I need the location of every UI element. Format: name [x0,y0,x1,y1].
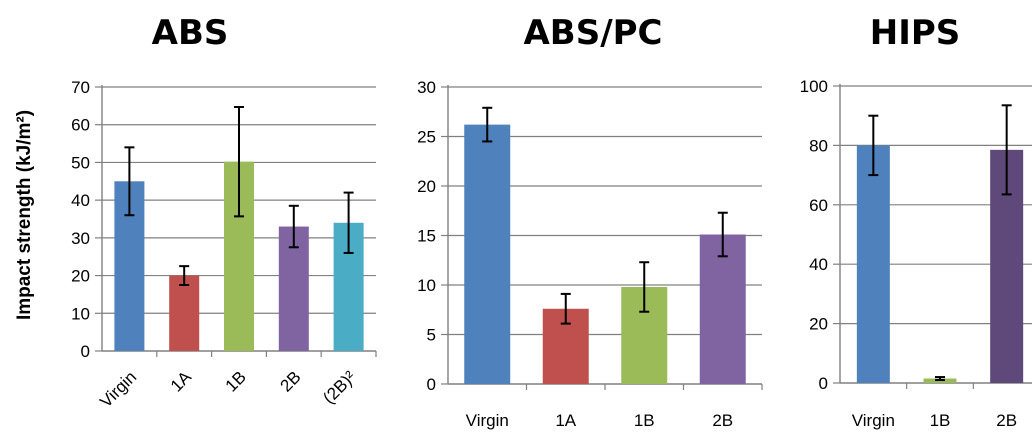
chart-title-abs: ABS [152,13,229,53]
category-label-abs-pc-3: 2B [712,411,733,430]
y-tick-label-abs-1: 10 [71,304,90,323]
y-tick-label-hips-3: 60 [809,196,828,215]
category-label-abs-4: (2B)² [319,367,359,407]
y-tick-label-abs-2: 20 [71,267,90,286]
y-tick-label-abs-4: 40 [71,191,90,210]
category-label-abs-3: 2B [276,367,304,395]
y-tick-label-abs-pc-1: 5 [427,326,436,345]
bar-abs-pc-3 [699,234,746,384]
chart-title-hips: HIPS [870,13,961,53]
y-tick-label-abs-pc-6: 30 [417,78,436,97]
chart-panels: 0 10 20 30 40 50 60 70 Virgin 1A 1B 2B (2B)² 0 5 10 15 20… [71,77,1032,430]
y-tick-label-hips-2: 40 [809,255,828,274]
category-label-abs-pc-2: 1B [634,411,655,430]
y-axis-label: Impact strength (kJ/m²) [14,110,35,320]
category-label-abs-0: Virgin [96,367,140,411]
category-label-hips-2: 2B [996,411,1017,430]
category-label-abs-2: 1B [222,367,250,395]
y-tick-label-abs-7: 70 [71,78,90,97]
y-tick-label-abs-pc-3: 15 [417,227,436,246]
y-tick-label-abs-pc-2: 10 [417,276,436,295]
y-tick-label-abs-pc-5: 25 [417,128,436,147]
category-label-hips-0: Virgin [852,411,895,430]
chart-panel-hips: 0 20 40 60 80 100 Virgin 1B 2B [800,77,1032,430]
y-tick-label-abs-pc-0: 0 [427,375,436,394]
chart-panel-abs-pc: 0 5 10 15 20 25 30 Virgin 1A 1B 2B [417,78,763,430]
y-tick-label-hips-0: 0 [819,374,828,393]
y-tick-label-abs-6: 60 [71,116,90,135]
category-label-hips-1: 1B [930,411,951,430]
y-tick-label-abs-5: 50 [71,153,90,172]
category-label-abs-1: 1A [167,367,196,396]
bar-abs-1 [169,275,200,351]
chart-title-abs-pc: ABS/PC [523,13,662,53]
category-label-abs-pc-1: 1A [555,411,576,430]
category-label-abs-pc-0: Virgin [466,411,509,430]
y-tick-label-abs-3: 30 [71,229,90,248]
y-tick-label-hips-1: 20 [809,315,828,334]
y-tick-label-hips-4: 80 [809,136,828,155]
y-tick-label-abs-0: 0 [81,342,90,361]
bar-abs-pc-0 [464,124,511,385]
bar-hips-0 [856,145,890,383]
y-tick-label-hips-5: 100 [800,77,828,96]
chart-panel-abs: 0 10 20 30 40 50 60 70 Virgin 1A 1B 2B (2B)² [71,78,377,411]
y-tick-label-abs-pc-4: 20 [417,177,436,196]
